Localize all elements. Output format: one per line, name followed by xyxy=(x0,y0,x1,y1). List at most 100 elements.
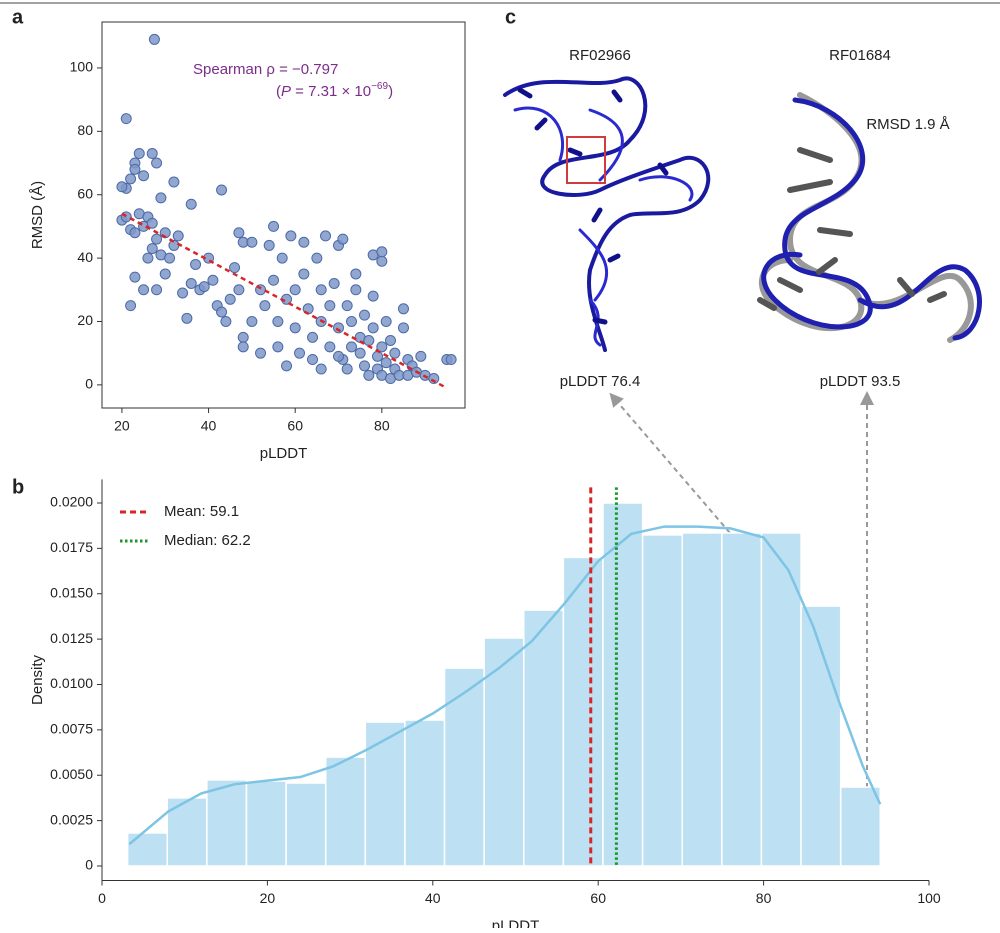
point xyxy=(168,239,180,251)
p-value-part: ( xyxy=(276,83,281,100)
point xyxy=(268,220,280,232)
legend-label: Mean: 59.1 xyxy=(164,503,239,520)
p-value: (P = 7.31 × 10−69) xyxy=(276,81,393,100)
point xyxy=(445,354,457,366)
x-tick-label: 40 xyxy=(201,418,217,434)
point xyxy=(151,157,163,169)
point xyxy=(359,360,371,372)
point xyxy=(354,347,366,359)
point xyxy=(146,217,158,229)
point xyxy=(397,322,409,334)
point xyxy=(220,315,232,327)
bar xyxy=(523,609,565,867)
point xyxy=(233,227,245,239)
point xyxy=(259,300,271,312)
plddt-label: pLDDT 93.5 xyxy=(820,373,901,390)
x-tick-label: 60 xyxy=(590,890,606,906)
x-tick-label: 20 xyxy=(114,418,130,434)
point xyxy=(367,322,379,334)
point xyxy=(263,239,275,251)
point xyxy=(376,341,388,353)
point xyxy=(285,230,297,242)
point xyxy=(177,287,189,299)
x-tick-label: 0 xyxy=(98,890,106,906)
bar xyxy=(443,667,485,867)
bar xyxy=(602,502,644,867)
y-tick-label: 20 xyxy=(77,312,93,328)
panel-label: c xyxy=(505,6,516,28)
point xyxy=(224,293,236,305)
y-tick-label: 80 xyxy=(77,122,93,138)
point xyxy=(185,198,197,210)
x-tick-label: 80 xyxy=(756,890,772,906)
point xyxy=(363,369,375,381)
point xyxy=(216,306,228,318)
bar xyxy=(285,782,327,867)
rmsd-label: RMSD 1.9 Å xyxy=(866,116,949,133)
panel-label: b xyxy=(12,476,24,498)
point xyxy=(155,192,167,204)
point xyxy=(415,350,427,362)
bar xyxy=(760,532,802,867)
y-tick-label: 0.0200 xyxy=(50,494,93,510)
y-tick-label: 100 xyxy=(70,59,94,75)
point xyxy=(384,334,396,346)
point xyxy=(146,148,158,160)
structure-name: RF02966 xyxy=(569,47,631,64)
y-tick-label: 40 xyxy=(77,249,93,265)
p-value-part: = 7.31 × 10 xyxy=(291,83,371,100)
point xyxy=(311,252,323,264)
point xyxy=(371,350,383,362)
point xyxy=(307,354,319,366)
point xyxy=(363,334,375,346)
y-tick-label: 0.0100 xyxy=(50,675,93,691)
structure-name: RF01684 xyxy=(829,47,891,64)
point xyxy=(276,252,288,264)
point xyxy=(129,163,141,175)
point xyxy=(324,341,336,353)
kde-line xyxy=(128,525,882,846)
point xyxy=(125,300,137,312)
point xyxy=(350,268,362,280)
y-tick-label: 0 xyxy=(85,376,93,392)
y-tick-label: 0.0125 xyxy=(50,630,93,646)
y-tick-label: 0.0050 xyxy=(50,766,93,782)
y-tick-label: 60 xyxy=(77,185,93,201)
point xyxy=(298,236,310,248)
point xyxy=(148,33,160,45)
point xyxy=(281,360,293,372)
point xyxy=(159,268,171,280)
point xyxy=(138,284,150,296)
point xyxy=(333,322,345,334)
point xyxy=(151,233,163,245)
x-tick-label: 100 xyxy=(917,890,941,906)
point xyxy=(346,315,358,327)
point xyxy=(307,331,319,343)
point xyxy=(359,309,371,321)
point xyxy=(397,303,409,315)
point xyxy=(237,341,249,353)
point xyxy=(324,300,336,312)
bar xyxy=(364,721,406,867)
y-tick-label: 0.0075 xyxy=(50,721,93,737)
arrow xyxy=(609,392,731,534)
y-axis-label: Density xyxy=(29,654,46,705)
point xyxy=(129,227,141,239)
p-value-part: ) xyxy=(388,83,393,100)
plddt-label: pLDDT 76.4 xyxy=(560,373,641,390)
point xyxy=(229,262,241,274)
point xyxy=(341,300,353,312)
bar xyxy=(206,779,248,867)
bar xyxy=(641,534,683,867)
point xyxy=(337,233,349,245)
point xyxy=(151,284,163,296)
point xyxy=(216,184,228,196)
x-tick-label: 20 xyxy=(260,890,276,906)
point xyxy=(289,284,301,296)
bar xyxy=(483,637,525,867)
annotation: Spearman ρ = −0.797 xyxy=(193,61,338,78)
bar xyxy=(839,786,882,867)
point xyxy=(376,255,388,267)
y-tick-label: 0.0025 xyxy=(50,811,93,827)
